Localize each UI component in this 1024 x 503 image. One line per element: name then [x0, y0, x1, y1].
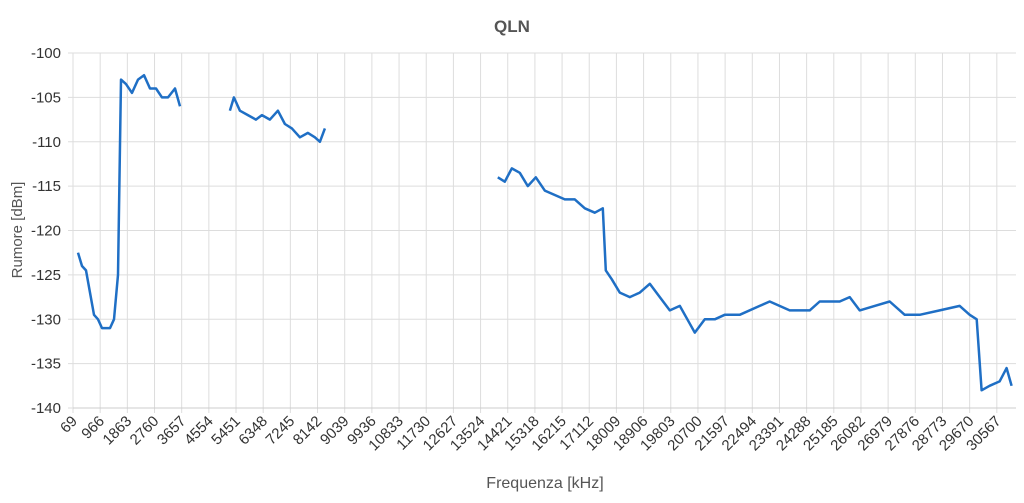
chart-title: QLN — [494, 17, 530, 36]
y-tick-label: -135 — [31, 356, 61, 373]
y-tick-label: -120 — [31, 223, 61, 240]
y-tick-label: -115 — [32, 178, 61, 195]
x-tick-label: 5451 — [208, 413, 244, 449]
y-tick-label: -110 — [32, 134, 61, 151]
x-tick-label: 4554 — [181, 413, 217, 449]
x-tick-label: 7245 — [263, 413, 299, 449]
y-axis-label: Rumore [dBm] — [9, 182, 26, 279]
data-line — [76, 73, 1013, 392]
y-tick-label: -140 — [31, 400, 61, 417]
x-axis-label: Frequenza [kHz] — [486, 475, 603, 492]
x-tick-label: 1863 — [100, 413, 136, 449]
y-tick-label: -100 — [31, 45, 61, 62]
x-tick-label: 6348 — [235, 413, 271, 449]
x-tick-label: 2760 — [127, 413, 163, 449]
y-tick-label: -125 — [31, 267, 61, 284]
y-tick-label: -130 — [31, 311, 61, 328]
x-tick-label: 8142 — [290, 413, 326, 449]
x-tick-label: 3657 — [154, 413, 190, 449]
x-tick-label: 9039 — [317, 413, 353, 449]
y-tick-label: -105 — [31, 89, 61, 106]
